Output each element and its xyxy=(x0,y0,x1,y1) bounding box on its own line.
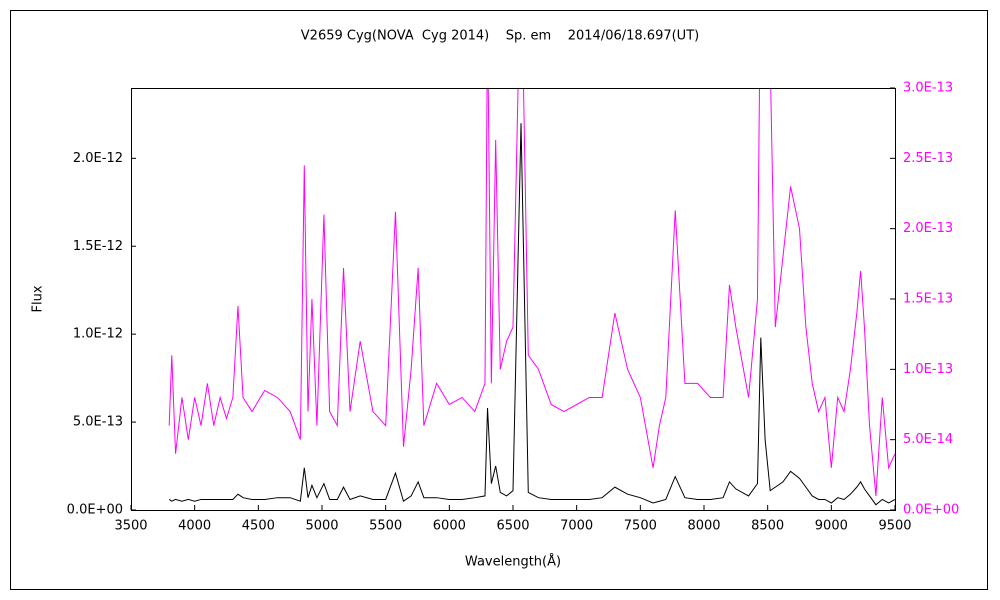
y2-tick-label: 2.0E-13 xyxy=(903,221,953,236)
y2-tick-label: 3.0E-13 xyxy=(903,81,953,96)
y-tick-label: 2.0E-12 xyxy=(73,151,123,166)
x-tick-label: 9000 xyxy=(815,519,848,534)
x-axis-label: Wavelength(Å) xyxy=(465,554,561,570)
plot-area xyxy=(168,88,895,506)
y2-tick-label: 1.5E-13 xyxy=(903,292,953,307)
y2-tick-label: 1.0E-13 xyxy=(903,362,953,377)
spectrum-line xyxy=(168,88,895,496)
x-tick-label: 5500 xyxy=(369,519,402,534)
x-tick-label: 9500 xyxy=(878,519,911,534)
chart-title: V2659 Cyg(NOVA Cyg 2014) Sp. em 2014/06/… xyxy=(301,29,699,44)
x-tick-label: 7000 xyxy=(560,519,593,534)
y-tick-label: 0.0E+00 xyxy=(67,503,123,518)
y-tick-label: 1.5E-12 xyxy=(73,239,123,254)
x-tick-label: 4500 xyxy=(242,519,275,534)
x-tick-label: 6000 xyxy=(433,519,466,534)
y-axis-label: Flux xyxy=(31,285,46,312)
x-tick-label: 3500 xyxy=(114,519,147,534)
y2-tick-label: 5.0E-14 xyxy=(903,432,953,447)
x-tick-label: 8000 xyxy=(687,519,720,534)
x-tick-label: 4000 xyxy=(178,519,211,534)
y2-tick-label: 0.0E+00 xyxy=(903,503,959,518)
x-tick-label: 6500 xyxy=(496,519,529,534)
plot-frame xyxy=(131,88,896,511)
x-tick-label: 8500 xyxy=(751,519,784,534)
y-tick-label: 1.0E-12 xyxy=(73,327,123,342)
y2-tick-label: 2.5E-13 xyxy=(903,151,953,166)
outer-frame xyxy=(10,10,988,590)
x-tick-label: 7500 xyxy=(624,519,657,534)
spectrum-line xyxy=(168,123,895,506)
x-tick-label: 5000 xyxy=(305,519,338,534)
y-tick-label: 5.0E-13 xyxy=(73,415,123,430)
